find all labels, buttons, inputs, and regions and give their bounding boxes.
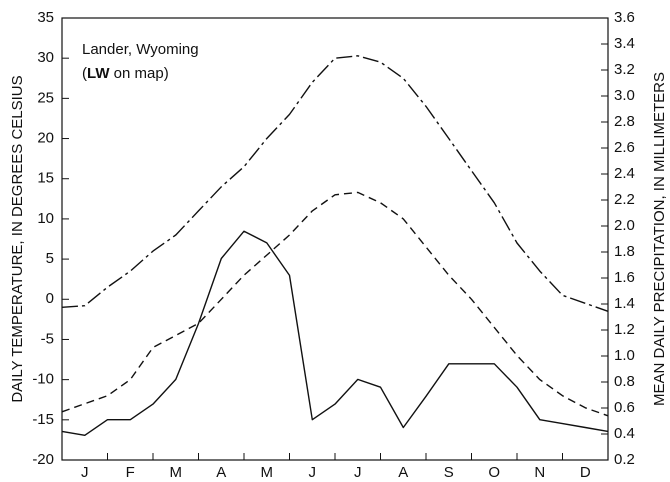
line-series <box>61 230 609 436</box>
y2-tick-label: 2.8 <box>614 113 635 130</box>
x-tick-label: S <box>444 464 454 481</box>
y2-tick-label: 0.2 <box>614 451 635 468</box>
x-tick-label: J <box>309 464 317 481</box>
y-tick-label: 0 <box>46 290 54 307</box>
y-tick-label: 15 <box>37 170 54 187</box>
x-tick-label: J <box>81 464 89 481</box>
y-tick-label: -5 <box>41 330 54 347</box>
y2-tick-label: 3.2 <box>614 61 635 78</box>
y-axis-label: DAILY TEMPERATURE, IN DEGREES CELSIUS <box>9 75 26 402</box>
x-tick-label: J <box>354 464 362 481</box>
y2-tick-label: 3.6 <box>614 9 635 26</box>
y-tick-label: 35 <box>37 9 54 26</box>
y-tick-label: -20 <box>32 451 54 468</box>
y2-tick-label: 1.2 <box>614 321 635 338</box>
y2-tick-label: 2.4 <box>614 165 635 182</box>
y2-tick-label: 1.6 <box>614 269 635 286</box>
y2-tick-label: 2.2 <box>614 191 635 208</box>
annotation-part: LW <box>87 65 110 82</box>
y2-tick-label: 0.6 <box>614 399 635 416</box>
plot-frame <box>61 17 609 461</box>
y-tick-label: 20 <box>37 130 54 147</box>
line-series <box>61 191 609 417</box>
y2-tick-label: 2.6 <box>614 139 635 156</box>
x-tick-label: O <box>488 464 500 481</box>
annotation-part: on map) <box>110 65 169 82</box>
line-series <box>61 55 609 312</box>
x-tick-label: M <box>261 464 274 481</box>
y-tick-label: -15 <box>32 411 54 428</box>
y-tick-label: 30 <box>37 49 54 66</box>
x-tick-label: A <box>398 464 408 481</box>
y2-tick-label: 3.0 <box>614 87 635 104</box>
annotation: (LW on map) <box>82 65 169 82</box>
y-tick-label: -10 <box>32 371 54 388</box>
y2-tick-label: 3.4 <box>614 35 635 52</box>
annotation: Lander, Wyoming <box>82 41 199 58</box>
annotation-part: ( <box>82 65 87 82</box>
x-tick-label: M <box>170 464 183 481</box>
y2-tick-label: 0.4 <box>614 425 635 442</box>
y2-tick-label: 1.4 <box>614 295 635 312</box>
x-tick-label: A <box>216 464 226 481</box>
y2-tick-label: 1.8 <box>614 243 635 260</box>
y-tick-label: 10 <box>37 210 54 227</box>
x-tick-label: F <box>126 464 135 481</box>
y2-axis-label: MEAN DAILY PRECIPITATION, IN MILLIMETERS <box>651 72 668 406</box>
y2-tick-label: 0.8 <box>614 373 635 390</box>
y-tick-label: 5 <box>46 250 54 267</box>
y2-tick-label: 2.0 <box>614 217 635 234</box>
x-tick-label: N <box>534 464 545 481</box>
y2-tick-label: 1.0 <box>614 347 635 364</box>
x-tick-label: D <box>580 464 591 481</box>
y-tick-label: 25 <box>37 89 54 106</box>
